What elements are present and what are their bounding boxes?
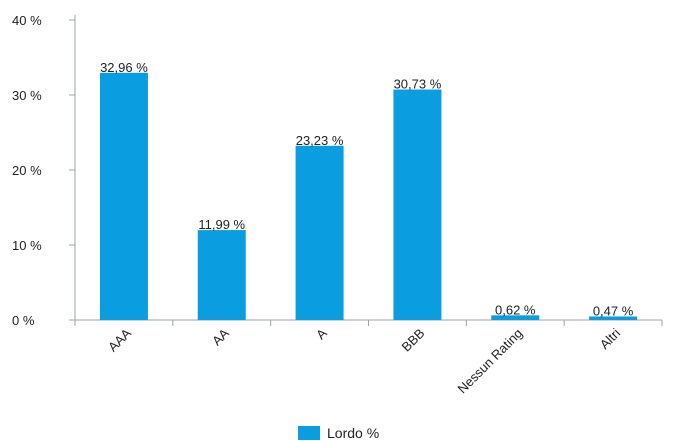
data-label: 11,99 % <box>198 217 245 232</box>
y-tick-label: 30 % <box>12 88 42 103</box>
y-tick-label: 40 % <box>12 13 42 28</box>
data-label: 23,23 % <box>296 133 344 148</box>
bar <box>197 230 246 320</box>
data-labels: 32,96 % 11,99 % 23,23 % 30,73 % 0,62 % 0,47 % <box>100 60 634 319</box>
x-tick-label: Nessun Rating <box>454 326 525 397</box>
data-label: 0,47 % <box>593 303 634 318</box>
data-label: 30,73 % <box>394 77 442 92</box>
y-tick-label: 0 % <box>12 313 35 328</box>
x-tick-label: Altri <box>597 325 624 352</box>
legend-label: Lordo % <box>327 425 379 441</box>
data-label: 32,96 % <box>100 60 148 75</box>
bar <box>491 315 540 320</box>
x-tick-label: A <box>313 325 330 342</box>
legend-swatch <box>298 426 320 440</box>
bar <box>99 72 148 320</box>
data-label: 0,62 % <box>495 302 536 317</box>
x-tick-label: AAA <box>105 325 134 354</box>
y-tick-label: 20 % <box>12 163 42 178</box>
bars <box>99 72 638 321</box>
x-tick-label: BBB <box>399 326 428 355</box>
bar <box>295 145 344 320</box>
legend: Lordo % <box>298 425 379 441</box>
bar <box>589 316 638 320</box>
y-tick-label: 10 % <box>12 238 42 253</box>
y-axis: 0 % 10 % 20 % 30 % 40 % <box>12 13 76 328</box>
bar <box>393 89 442 321</box>
x-tick-label: AA <box>209 325 232 348</box>
x-axis: AAA AA A BBB Nessun Rating Altri <box>74 319 663 397</box>
